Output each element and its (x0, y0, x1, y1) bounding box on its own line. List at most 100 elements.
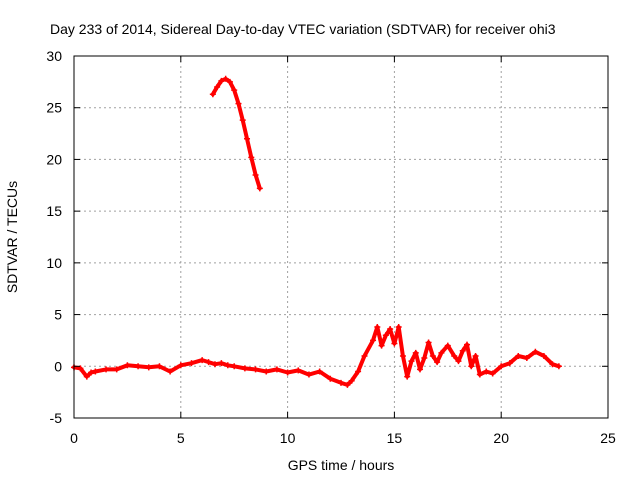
data-point (429, 352, 436, 359)
data-point (444, 342, 451, 349)
data-point (88, 369, 95, 376)
data-point (244, 135, 251, 142)
data-point (532, 348, 539, 355)
data-point (188, 360, 195, 367)
series-line-0 (210, 76, 262, 191)
data-point (498, 363, 505, 370)
data-point (348, 377, 355, 384)
data-point (316, 368, 323, 375)
data-point (434, 359, 441, 366)
data-point (540, 352, 547, 359)
data-point (135, 363, 142, 370)
y-tick-label: 25 (46, 100, 62, 116)
data-point (214, 84, 221, 91)
data-point (515, 352, 522, 359)
data-point (483, 368, 490, 375)
data-point (506, 360, 513, 367)
data-point (468, 363, 475, 370)
y-tick-label: 30 (46, 48, 62, 64)
plot-frame (73, 55, 609, 419)
data-point (555, 363, 562, 370)
data-point (438, 349, 445, 356)
data-point (399, 352, 406, 359)
data-point (425, 339, 432, 346)
x-tick-label: 25 (600, 430, 616, 446)
data-point (344, 381, 351, 388)
y-tick-label: 15 (46, 203, 62, 219)
data-point (209, 91, 216, 98)
y-axis-label: SDTVAR / TECUs (4, 181, 20, 293)
y-tick-label: 5 (54, 307, 62, 323)
data-point (412, 349, 419, 356)
y-tick-label: -5 (50, 410, 63, 426)
data-point (361, 352, 368, 359)
series-line-1 (72, 325, 561, 387)
data-point (523, 355, 530, 362)
data-point (374, 323, 381, 330)
axis-ticks: 0 5 10 15 20 25 -5 0 5 10 15 20 25 30 (46, 48, 616, 446)
y-tick-label: 20 (46, 151, 62, 167)
data-point (205, 359, 212, 366)
data-point (355, 368, 362, 375)
x-tick-label: 0 (70, 430, 78, 446)
data-point (167, 368, 174, 375)
data-point (218, 77, 225, 84)
data-point (177, 362, 184, 369)
data-point (263, 368, 270, 375)
x-tick-label: 10 (280, 430, 296, 446)
data-point (156, 363, 163, 370)
data-point (83, 373, 90, 380)
data-point (370, 337, 377, 344)
data-point (387, 326, 394, 333)
data-point (549, 361, 556, 368)
x-tick-label: 15 (387, 430, 403, 446)
chart-title: Day 233 of 2014, Sidereal Day-to-day VTE… (50, 21, 556, 37)
data-series-layer (71, 75, 562, 388)
data-point (226, 78, 233, 85)
data-point (222, 75, 229, 82)
data-point (284, 369, 291, 376)
data-point (103, 366, 110, 373)
data-point (248, 154, 255, 161)
data-point (211, 361, 218, 368)
data-point (231, 87, 238, 94)
data-point (338, 379, 344, 386)
data-point (378, 342, 385, 349)
data-point (295, 367, 302, 374)
data-point (218, 360, 225, 367)
data-point (145, 364, 152, 371)
data-point (459, 347, 466, 354)
data-point (77, 365, 84, 372)
data-point (231, 363, 238, 370)
y-tick-label: 10 (46, 255, 62, 271)
x-axis-label: GPS time / hours (288, 457, 395, 473)
data-point (417, 366, 424, 373)
data-point (252, 171, 259, 178)
data-point (124, 362, 131, 369)
data-point (391, 340, 398, 347)
data-point (395, 323, 402, 330)
data-point (273, 366, 280, 373)
grid (74, 56, 608, 418)
data-point (408, 358, 415, 365)
data-point (241, 365, 248, 372)
data-point (256, 185, 263, 192)
data-point (489, 370, 496, 377)
data-point (92, 368, 99, 375)
data-point (404, 373, 411, 380)
data-point (455, 358, 462, 365)
data-point (252, 366, 259, 373)
data-point (382, 332, 389, 339)
data-point (464, 341, 471, 348)
x-tick-label: 20 (493, 430, 509, 446)
data-point (113, 366, 120, 373)
data-point (472, 352, 479, 359)
y-tick-label: 0 (54, 358, 62, 374)
data-point (327, 375, 334, 382)
data-point (224, 362, 231, 369)
data-point (476, 371, 483, 378)
data-point (235, 100, 242, 107)
data-point (451, 352, 458, 359)
data-point (199, 357, 206, 364)
